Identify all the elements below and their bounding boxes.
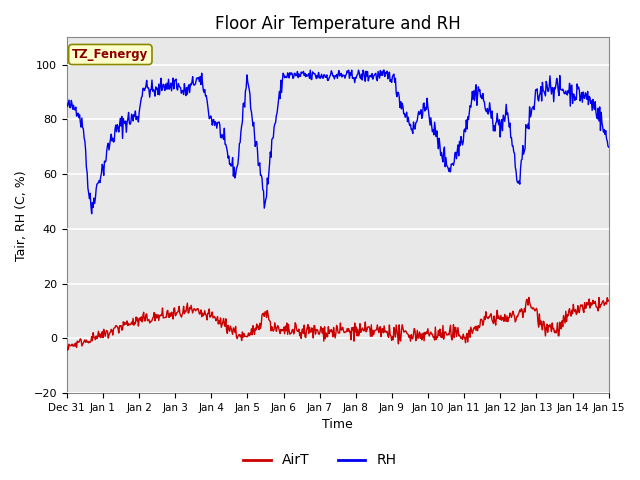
X-axis label: Time: Time (323, 419, 353, 432)
Legend: AirT, RH: AirT, RH (238, 448, 402, 473)
Title: Floor Air Temperature and RH: Floor Air Temperature and RH (215, 15, 461, 33)
Y-axis label: Tair, RH (C, %): Tair, RH (C, %) (15, 170, 28, 261)
Text: TZ_Fenergy: TZ_Fenergy (72, 48, 148, 61)
